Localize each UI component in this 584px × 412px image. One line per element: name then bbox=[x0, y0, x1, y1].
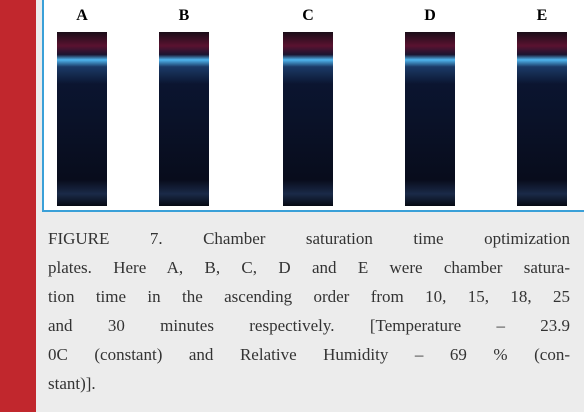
caption-line: FIGURE 7. Chamber saturation time optimi… bbox=[48, 229, 570, 248]
caption-line: stant)]. bbox=[48, 374, 96, 393]
caption-line: 0C (constant) and Relative Humidity – 69… bbox=[48, 345, 570, 364]
tlc-plate bbox=[159, 32, 209, 206]
side-bar bbox=[0, 0, 36, 412]
caption-line: and 30 minutes respectively. [Temperatur… bbox=[48, 316, 570, 335]
plate-label: E bbox=[537, 7, 548, 24]
tlc-plate bbox=[57, 32, 107, 206]
tlc-plate bbox=[517, 32, 567, 206]
plate-label: A bbox=[76, 7, 88, 24]
figure-image: A B C D E bbox=[42, 0, 584, 212]
plate-label: B bbox=[179, 7, 190, 24]
tlc-plate bbox=[283, 32, 333, 206]
caption-line: plates. Here A, B, C, D and E were chamb… bbox=[48, 258, 570, 277]
tlc-plate bbox=[405, 32, 455, 206]
caption-line: tion time in the ascending order from 10… bbox=[48, 287, 570, 306]
plate-label: D bbox=[424, 7, 436, 24]
caption: FIGURE 7. Chamber saturation time optimi… bbox=[48, 224, 570, 398]
plate-label: C bbox=[302, 7, 314, 24]
plates: A B C D E bbox=[57, 7, 567, 206]
